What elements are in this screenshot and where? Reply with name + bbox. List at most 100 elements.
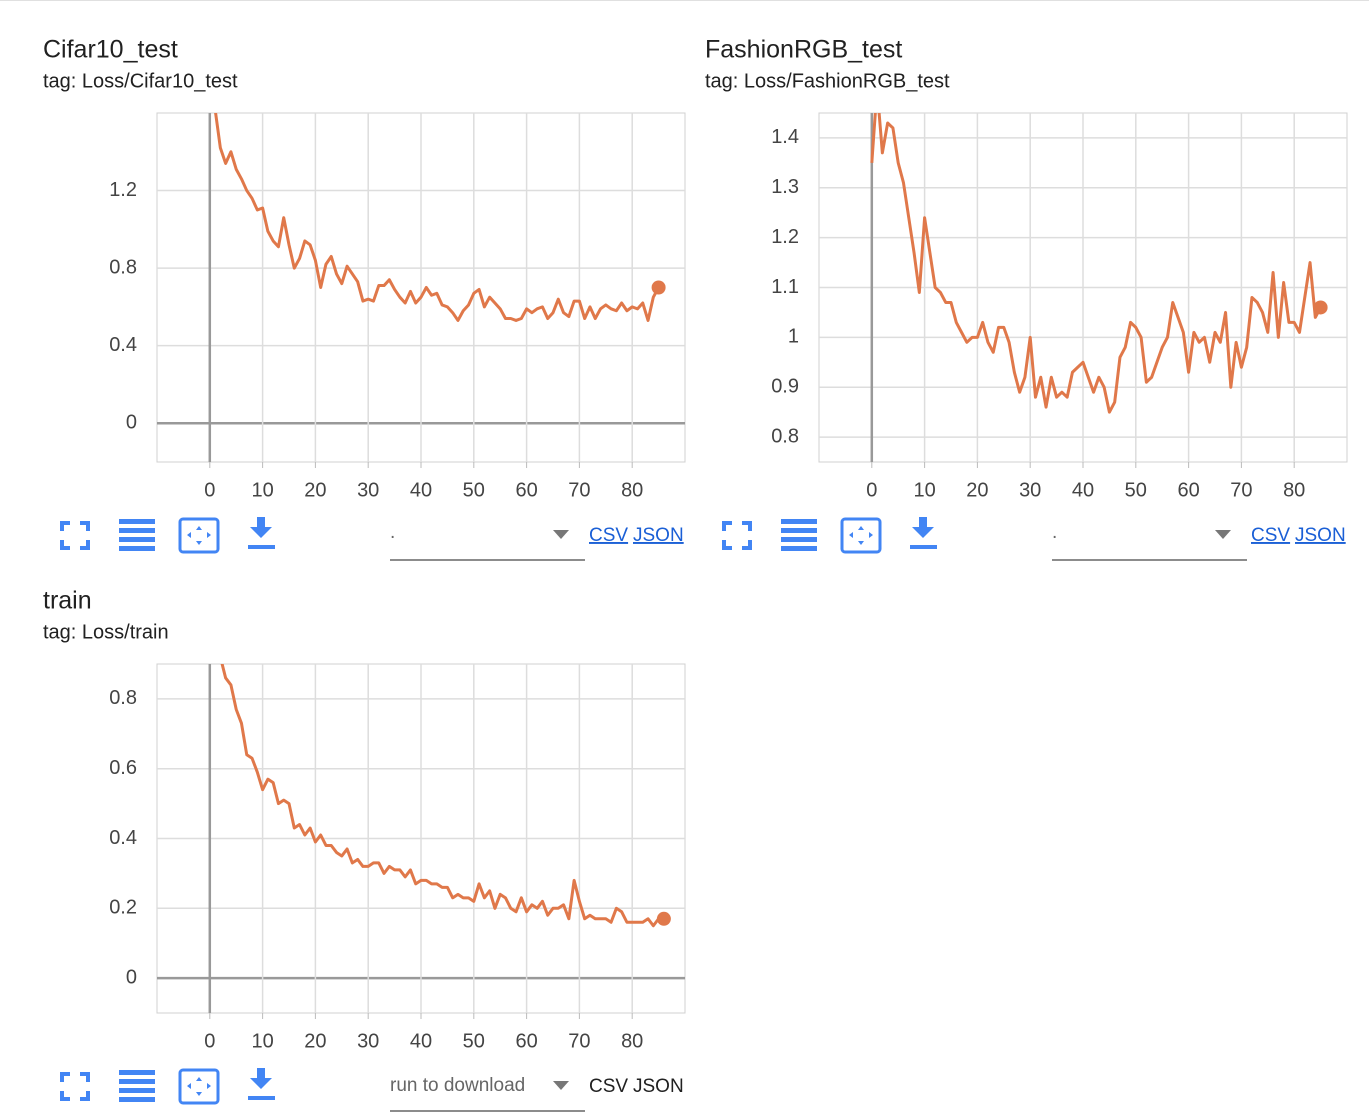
x-tick-label: 50 <box>463 479 485 501</box>
last-point <box>651 280 666 295</box>
icon-part <box>80 1072 90 1082</box>
icon-part <box>187 526 211 545</box>
icon-part <box>742 540 752 550</box>
fullscreen-button[interactable] <box>60 521 90 550</box>
fit-domain-button[interactable] <box>840 517 882 554</box>
icon-part <box>781 537 817 542</box>
x-tick-label: 0 <box>204 479 215 501</box>
icon-part <box>60 1091 70 1101</box>
dropdown-text: run to download <box>390 1075 525 1096</box>
y-tick-label: 1.2 <box>109 179 137 201</box>
icon-part <box>910 545 937 549</box>
icon-part <box>250 1068 272 1089</box>
chart-subtitle: tag: Loss/train <box>43 621 169 643</box>
y-tick-label: 1.2 <box>771 226 799 248</box>
x-tick-label: 30 <box>1019 479 1041 501</box>
csv-link[interactable]: CSV <box>589 1076 628 1097</box>
icon-part <box>912 517 934 538</box>
json-link[interactable]: JSON <box>633 525 684 546</box>
x-tick-label: 10 <box>251 1030 273 1052</box>
run-dropdown[interactable]: run to download <box>390 1075 585 1112</box>
icon-part <box>119 519 155 524</box>
x-tick-label: 40 <box>1072 479 1094 501</box>
icon-part <box>250 517 272 538</box>
icon-part <box>248 545 275 549</box>
run-dropdown[interactable]: . <box>1052 522 1247 561</box>
x-tick-label: 40 <box>410 479 432 501</box>
y-tick-label: 0.2 <box>109 897 137 919</box>
dropdown-arrow <box>1215 530 1231 539</box>
log-scale-button[interactable] <box>119 519 155 551</box>
y-tick-label: 0.4 <box>109 827 137 849</box>
icon-part <box>119 1097 155 1102</box>
icon-part <box>187 1077 211 1096</box>
chart-title: train <box>43 587 92 615</box>
y-tick-label: 0.8 <box>109 256 137 278</box>
download-button[interactable] <box>248 1068 275 1100</box>
icon-part <box>722 540 732 550</box>
chart-subtitle: tag: Loss/FashionRGB_test <box>705 70 950 92</box>
log-scale-button[interactable] <box>119 1070 155 1102</box>
last-point <box>1313 300 1328 315</box>
chart-title: Cifar10_test <box>43 36 178 64</box>
x-tick-label: 30 <box>357 479 379 501</box>
x-tick-label: 10 <box>251 479 273 501</box>
dropdown-text: . <box>390 522 395 543</box>
chart-subtitle: tag: Loss/Cifar10_test <box>43 70 238 92</box>
y-tick-label: 0.6 <box>109 757 137 779</box>
x-tick-label: 70 <box>568 1030 590 1052</box>
x-tick-label: 70 <box>568 479 590 501</box>
loss-line <box>220 664 664 928</box>
fullscreen-button[interactable] <box>60 1072 90 1101</box>
fit-domain-button[interactable] <box>178 1068 220 1105</box>
icon-part <box>119 528 155 533</box>
y-tick-label: 0.8 <box>109 687 137 709</box>
x-tick-label: 50 <box>463 1030 485 1052</box>
x-tick-label: 0 <box>866 479 877 501</box>
icon-part <box>742 521 752 531</box>
x-tick-label: 70 <box>1230 479 1252 501</box>
icon-part <box>178 517 220 554</box>
csv-link[interactable]: CSV <box>589 525 628 546</box>
log-scale-button[interactable] <box>781 519 817 551</box>
icon-part <box>119 1088 155 1093</box>
x-tick-label: 30 <box>357 1030 379 1052</box>
icon-part <box>781 519 817 524</box>
x-tick-label: 60 <box>515 1030 537 1052</box>
download-button[interactable] <box>910 517 937 549</box>
icon-part <box>248 1096 275 1100</box>
icon-part <box>60 1072 70 1082</box>
download-button[interactable] <box>248 517 275 549</box>
csv-link[interactable]: CSV <box>1251 525 1290 546</box>
icon-part <box>80 540 90 550</box>
run-dropdown[interactable]: . <box>390 522 585 561</box>
icon-part <box>781 528 817 533</box>
y-tick-label: 1.3 <box>771 176 799 198</box>
dropdown-text: . <box>1052 522 1057 543</box>
fullscreen-button[interactable] <box>722 521 752 550</box>
icon-part <box>119 1070 155 1075</box>
icon-part <box>80 1091 90 1101</box>
y-tick-label: 0.9 <box>771 375 799 397</box>
icon-part <box>178 1068 220 1105</box>
x-tick-label: 20 <box>304 479 326 501</box>
fit-domain-button[interactable] <box>178 517 220 554</box>
loss-line <box>214 113 660 322</box>
x-tick-label: 60 <box>515 479 537 501</box>
json-link[interactable]: JSON <box>633 1076 684 1097</box>
y-tick-label: 0.4 <box>109 334 137 356</box>
x-tick-label: 80 <box>621 479 643 501</box>
y-tick-label: 0 <box>126 412 137 434</box>
loss-line <box>870 113 1322 414</box>
x-tick-label: 80 <box>621 1030 643 1052</box>
y-tick-label: 1 <box>788 326 799 348</box>
x-tick-label: 50 <box>1125 479 1147 501</box>
icon-part <box>80 521 90 531</box>
x-tick-label: 20 <box>966 479 988 501</box>
x-tick-label: 0 <box>204 1030 215 1052</box>
icon-part <box>119 1079 155 1084</box>
icon-part <box>849 526 873 545</box>
icon-part <box>119 537 155 542</box>
json-link[interactable]: JSON <box>1295 525 1346 546</box>
